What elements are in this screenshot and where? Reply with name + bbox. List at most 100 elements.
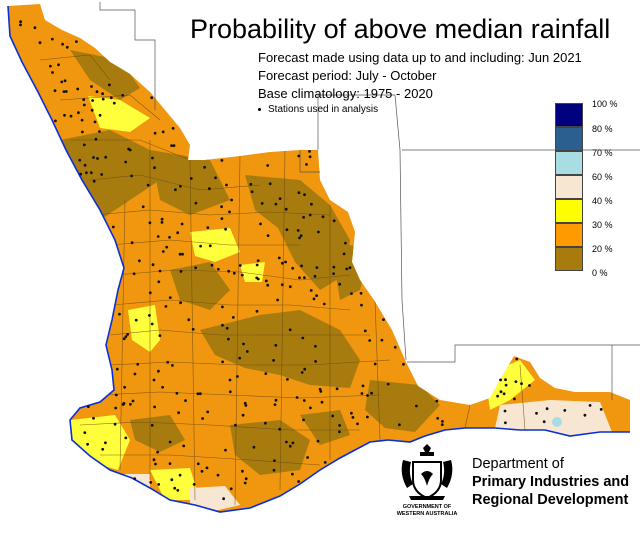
station-dot: [225, 183, 228, 187]
station-dot: [298, 276, 301, 280]
station-dot: [222, 497, 226, 501]
station-dot: [297, 191, 301, 195]
station-dot: [356, 422, 359, 426]
station-dot-icon: [258, 107, 261, 111]
station-dot: [206, 226, 210, 230]
station-dot: [158, 334, 162, 337]
station-dot: [361, 384, 365, 388]
station-dot: [157, 483, 161, 486]
legend-swatch-30: [555, 223, 583, 247]
coastline: [7, 5, 630, 513]
station-dot: [220, 217, 224, 221]
station-dot: [206, 410, 210, 414]
station-dot: [174, 188, 177, 192]
station-dot: [115, 367, 119, 371]
station-dot: [415, 404, 418, 408]
station-dot: [170, 478, 174, 482]
station-dot: [221, 323, 224, 327]
station-dot: [124, 335, 128, 338]
station-dot: [441, 420, 444, 423]
station-dot: [101, 97, 105, 101]
station-dot: [79, 172, 83, 176]
station-dot: [300, 264, 303, 268]
station-dot: [317, 230, 320, 234]
station-dot: [244, 404, 248, 407]
station-dot: [96, 157, 99, 160]
legend-label-60: 60 %: [592, 172, 613, 182]
station-dot: [62, 90, 66, 93]
station-dot: [542, 420, 546, 424]
station-dot: [130, 174, 134, 178]
station-dot: [179, 270, 183, 273]
station-dot: [98, 130, 101, 133]
station-dot: [92, 156, 95, 159]
station-dot: [152, 458, 156, 462]
map-title: Probability of above median rainfall: [190, 14, 611, 44]
station-dot: [264, 372, 268, 375]
station-dot: [63, 113, 66, 117]
station-dot: [232, 271, 236, 275]
station-dot: [221, 305, 224, 309]
station-dot: [319, 390, 323, 393]
station-dot: [313, 274, 317, 278]
station-dot: [149, 481, 153, 484]
station-dot: [360, 303, 363, 307]
station-dot: [177, 411, 181, 415]
station-dot: [296, 229, 300, 232]
station-dot: [291, 472, 294, 476]
station-dot: [158, 269, 162, 273]
station-dot: [366, 415, 369, 419]
station-dot: [141, 205, 145, 209]
station-dot: [243, 401, 247, 405]
station-dot: [264, 279, 268, 283]
station-dot: [65, 45, 69, 49]
station-dot: [148, 314, 151, 317]
station-dot: [148, 291, 152, 295]
station-dot: [301, 336, 305, 340]
station-dot: [260, 202, 264, 205]
station-dot: [230, 198, 234, 202]
station-dot: [297, 480, 300, 483]
station-dot: [53, 89, 57, 93]
station-dot: [82, 98, 86, 101]
station-dot: [274, 343, 278, 347]
legend-label-100: 100 %: [592, 99, 618, 109]
station-dot: [295, 396, 299, 399]
station-dot: [535, 411, 538, 415]
station-dot: [61, 42, 64, 46]
station-dot: [77, 111, 80, 115]
station-dot: [241, 469, 244, 473]
station-dot: [134, 318, 138, 322]
station-dot: [109, 96, 113, 100]
station-dot: [182, 444, 186, 448]
station-dot: [208, 244, 212, 248]
station-dot: [288, 285, 292, 289]
station-dot: [302, 399, 306, 402]
station-dot: [288, 444, 292, 448]
station-dot: [224, 448, 227, 452]
station-dot: [272, 359, 275, 362]
station-dot: [138, 259, 141, 263]
station-dot: [123, 385, 126, 389]
station-dot: [160, 217, 164, 221]
station-dot: [250, 190, 254, 194]
station-dot: [220, 159, 224, 162]
department-line3: Regional Development: [472, 492, 629, 508]
station-dot: [129, 402, 132, 406]
station-dot: [227, 269, 231, 273]
station-dot: [160, 221, 164, 224]
shire-boundaries: [39, 54, 526, 506]
station-dot: [85, 171, 88, 175]
station-dot: [288, 328, 292, 332]
station-dot: [101, 447, 105, 451]
station-dot: [332, 219, 336, 223]
station-dot: [303, 367, 307, 371]
station-dot: [121, 403, 125, 406]
station-dot: [127, 147, 130, 151]
legend-label-40: 40 %: [592, 196, 613, 206]
station-dot: [216, 267, 220, 271]
legend-swatch-100: [555, 103, 583, 127]
station-dot: [51, 71, 54, 74]
station-dot: [104, 441, 107, 445]
